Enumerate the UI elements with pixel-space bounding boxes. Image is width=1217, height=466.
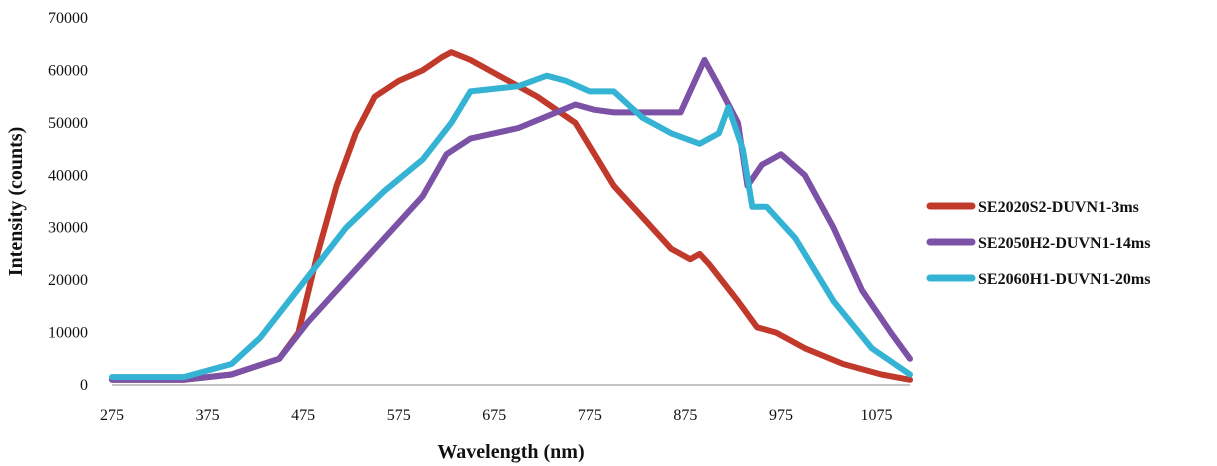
series-lines [109,49,913,383]
y-tick-label: 0 [80,377,88,394]
x-axis-ticks: 275 375 475 575 675 775 875 975 1075 [100,407,893,424]
series-line-2 [109,56,913,383]
legend-label-2: SE2050H2-DUVN1-14ms [978,235,1150,252]
x-axis-title: Wavelength (nm) [437,441,584,463]
y-tick-label: 40000 [48,167,88,184]
y-tick-label: 70000 [48,10,88,27]
y-tick-label: 30000 [48,220,88,237]
x-tick-label: 875 [673,407,697,424]
x-tick-label: 775 [578,407,602,424]
legend: SE2020S2-DUVN1-3ms SE2050H2-DUVN1-14ms SE2… [926,199,1150,288]
x-tick-label: 675 [482,407,506,424]
y-tick-label: 10000 [48,325,88,342]
series-line-3 [109,72,913,381]
y-axis-ticks: 0 10000 20000 30000 40000 50000 60000 70000 [48,10,88,394]
y-axis-title: Intensity (counts) [5,127,27,276]
x-tick-label: 975 [769,407,793,424]
x-tick-label: 575 [387,407,411,424]
y-tick-label: 20000 [48,272,88,289]
legend-label-1: SE2020S2-DUVN1-3ms [978,199,1139,216]
x-tick-label: 375 [196,407,220,424]
series-line-1 [109,49,913,383]
x-tick-label: 1075 [861,407,893,424]
x-tick-label: 275 [100,407,124,424]
legend-label-3: SE2060H1-DUVN1-20ms [978,271,1150,288]
y-tick-label: 60000 [48,62,88,79]
y-tick-label: 50000 [48,115,88,132]
x-tick-label: 475 [291,407,315,424]
